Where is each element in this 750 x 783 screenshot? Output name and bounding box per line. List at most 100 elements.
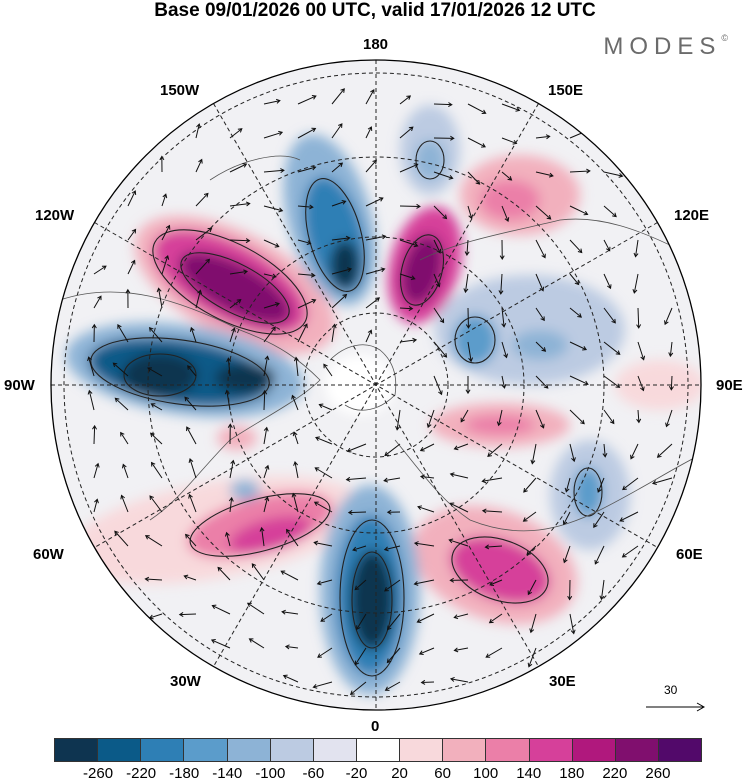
wind-arrow (622, 477, 639, 491)
wind-arrow (426, 409, 435, 429)
wind-arrow (144, 576, 163, 582)
wind-arrow (161, 254, 170, 275)
wind-arrow (453, 443, 469, 451)
lon-label-150e: 150E (548, 82, 584, 99)
wind-arrow (449, 676, 469, 683)
wind-arrow (217, 566, 231, 581)
colorbar (55, 739, 702, 761)
wind-arrow (496, 409, 503, 427)
wind-arrow (127, 259, 136, 275)
wind-arrow (453, 647, 469, 653)
wind-arrow (449, 577, 469, 583)
wind-arrow (433, 239, 442, 254)
wind-arrow (161, 224, 171, 241)
colorbar-swatch (658, 739, 702, 761)
wind-arrow (535, 273, 545, 292)
wind-arrow (354, 647, 367, 666)
wind-arrow (356, 613, 367, 631)
wind-arrow (365, 197, 384, 207)
wind-arrow (93, 265, 107, 275)
wind-arrow (619, 511, 639, 522)
wind-arrow (331, 267, 353, 275)
wind-arrow (187, 365, 197, 377)
wind-arrow (292, 431, 299, 445)
colorbar-swatch (270, 739, 314, 761)
wind-arrow (569, 341, 588, 351)
map-title: Base 09/01/2026 00 UTC, valid 17/01/2026… (154, 0, 596, 21)
wind-arrow (161, 193, 168, 207)
wind-arrow (535, 134, 551, 140)
wind-arrow (594, 545, 605, 565)
wind-arrow (93, 295, 102, 309)
wind-arrow (399, 306, 414, 312)
wind-arrow (420, 679, 435, 685)
wind-arrow (481, 477, 503, 484)
wind-arrow (433, 171, 454, 180)
wind-arrow (527, 579, 537, 596)
wind-arrow (352, 545, 367, 552)
wind-arrow (317, 647, 333, 658)
lon-label-30w: 30W (170, 673, 201, 690)
colorbar-tick-label: -60 (302, 765, 325, 782)
wind-arrow (633, 239, 639, 258)
wind-arrow (147, 367, 163, 377)
wind-arrow (263, 355, 270, 377)
wind-arrow (263, 239, 280, 248)
wind-arrow (467, 341, 474, 363)
wind-arrow (636, 409, 642, 424)
wind-arrow (188, 493, 197, 513)
wind-arrow (386, 509, 401, 515)
wind-arrow (87, 356, 95, 377)
wind-arrow (323, 363, 333, 377)
wind-arrow (569, 205, 589, 216)
colorbar-tick-label: 260 (645, 765, 671, 782)
wind-arrow (281, 609, 299, 615)
colorbar-tick-label: 20 (391, 765, 408, 782)
wind-arrow (386, 613, 401, 631)
wind-arrow (291, 492, 299, 513)
map-boundary (50, 59, 702, 711)
wind-arrow (564, 477, 571, 493)
wind-arrow (227, 423, 233, 445)
wind-arrow (347, 510, 367, 515)
colorbar-swatch (486, 739, 530, 761)
wind-arrow (297, 272, 316, 278)
wind-arrow (297, 323, 308, 343)
lon-label-120w: 120W (35, 207, 75, 224)
wind-arrow (599, 579, 605, 601)
wind-arrow (313, 540, 333, 547)
wind-arrow (183, 574, 197, 581)
wind-arrow (383, 477, 401, 483)
wind-arrow (93, 498, 99, 513)
lon-label-150w: 150W (160, 82, 200, 99)
wind-arrow (297, 95, 317, 105)
colorbar-tick-label: -140 (212, 765, 243, 782)
wind-arrow (651, 477, 673, 485)
wind-arrow (464, 239, 470, 256)
wind-arrow (229, 163, 248, 173)
wind-arrow (453, 613, 469, 620)
wind-arrow (530, 443, 537, 465)
wind-arrow (501, 137, 518, 145)
wind-arrow (291, 394, 299, 411)
wind-arrow (597, 477, 605, 493)
wind-arrow (195, 289, 203, 309)
wind-arrow (465, 307, 471, 329)
wind-arrow (399, 203, 421, 209)
wind-arrow (603, 205, 617, 218)
wind-arrow (384, 579, 401, 592)
wind-arrow (481, 508, 503, 514)
wind-arrow (656, 443, 673, 458)
wind-arrow (226, 357, 232, 377)
wind-arrow (293, 356, 299, 377)
wind-arrow (399, 239, 419, 248)
wind-arrow (395, 409, 401, 431)
wind-arrow (127, 228, 137, 241)
wind-arrow (263, 426, 269, 445)
wind-arrow (195, 192, 209, 207)
wind-arrow (229, 459, 236, 479)
wind-arrow (499, 239, 505, 261)
colorbar-tick-label: -220 (126, 765, 157, 782)
colorbar-swatch (313, 739, 357, 761)
wind-arrow (636, 307, 642, 329)
